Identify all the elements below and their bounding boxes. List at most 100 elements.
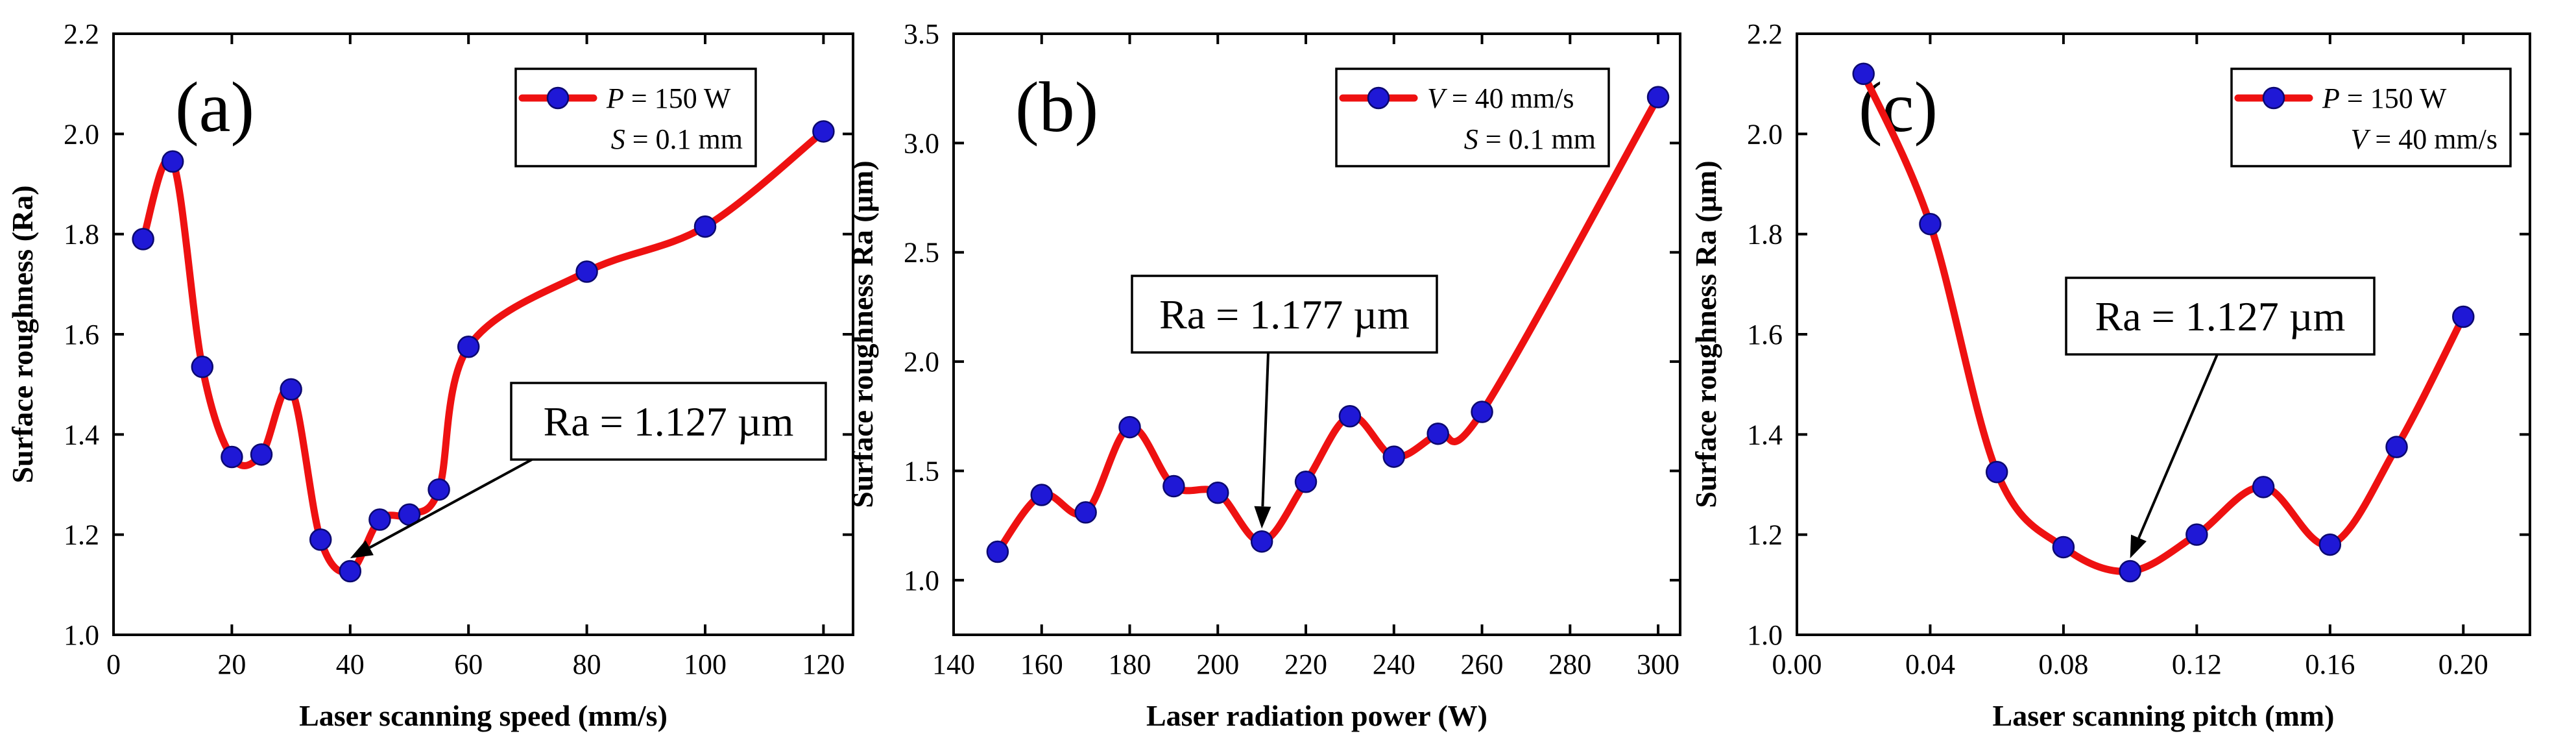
- legend-marker: [546, 86, 570, 110]
- data-point: [1030, 484, 1053, 506]
- data-point: [1118, 415, 1141, 439]
- data-point: [1207, 481, 1229, 504]
- panel-1: 140 160 180 200 220 240 260 280 300 1.0 1.5 2.0 2.5 3…: [846, 18, 1681, 732]
- data-point: [986, 540, 1009, 563]
- annotation-box: [510, 382, 827, 461]
- legend-symbol: P: [606, 82, 624, 114]
- annotation-arrow: [368, 458, 533, 549]
- annotation-text: Ra = 1.127 µm: [544, 399, 794, 445]
- panel-0: 0 20 40 60 80 100 120 1.0 1.2 1.4 1.6 1.8 2.0 2.2 Lase…: [6, 18, 854, 732]
- legend-value: = 40 mm/s: [2368, 123, 2498, 155]
- legend-symbol: S: [611, 123, 625, 155]
- y-tick-label: 1.8: [64, 219, 99, 251]
- x-tick-label: 260: [1461, 648, 1504, 680]
- x-tick-label: 0.00: [1772, 648, 1822, 680]
- annotation-arrowhead: [350, 540, 374, 558]
- legend-text-line1: P = 150 W: [606, 82, 731, 114]
- x-tick-label: 300: [1637, 648, 1679, 680]
- data-point: [161, 150, 184, 173]
- x-tick-label: 120: [802, 648, 845, 680]
- data-point: [250, 443, 273, 466]
- y-tick-label: 1.0: [904, 565, 939, 597]
- y-tick-label: 2.5: [904, 237, 939, 269]
- data-point: [1426, 422, 1449, 445]
- annotation-box: [1131, 275, 1438, 354]
- data-point: [1985, 460, 2008, 484]
- y-tick-label: 2.0: [904, 346, 939, 378]
- data-point: [1646, 86, 1670, 108]
- y-tick-label: 3.5: [904, 18, 939, 50]
- x-tick-label: 80: [573, 648, 601, 680]
- data-point: [427, 478, 450, 501]
- legend-symbol: V: [2350, 123, 2371, 155]
- y-tick-label: 2.2: [1747, 18, 1783, 50]
- data-point: [1471, 400, 1493, 423]
- x-tick-label: 200: [1196, 648, 1239, 680]
- plot-frame: [952, 32, 1681, 636]
- x-tick-label: 220: [1284, 648, 1327, 680]
- data-point: [1074, 501, 1097, 524]
- series-line: [1860, 70, 2467, 575]
- legend-value: = 40 mm/s: [1445, 82, 1574, 114]
- legend-marker: [2262, 86, 2285, 110]
- annotation-arrowhead: [1254, 506, 1271, 529]
- y-tick-label: 1.2: [1747, 519, 1783, 551]
- data-point: [309, 528, 332, 551]
- annotation-arrowhead: [2130, 534, 2147, 558]
- data-point: [339, 560, 362, 583]
- x-tick-label: 0.04: [1905, 648, 1955, 680]
- x-tick-label: 160: [1020, 648, 1063, 680]
- y-tick-label: 1.6: [64, 319, 99, 351]
- data-point: [2185, 523, 2208, 546]
- legend-text-line2: V = 40 mm/s: [2350, 123, 2498, 155]
- data-point: [132, 228, 154, 251]
- data-point: [1338, 405, 1362, 428]
- panel-label: (b): [1015, 68, 1098, 147]
- data-point: [2318, 533, 2342, 556]
- data-point: [1162, 474, 1185, 498]
- y-tick-label: 1.2: [64, 519, 99, 551]
- series-line: [139, 127, 827, 576]
- data-point: [457, 336, 480, 358]
- legend-text-line1: P = 150 W: [2322, 82, 2447, 114]
- y-tick-label: 1.6: [1747, 319, 1783, 351]
- data-point: [221, 445, 243, 469]
- y-tick-label: 1.5: [904, 455, 939, 487]
- data-point: [2052, 536, 2075, 559]
- panel-2: 0.00 0.04 0.08 0.12 0.16 0.20 1.0 1.2 1.4 1.6 1.8 2…: [1689, 18, 2531, 732]
- x-tick-label: 40: [336, 648, 365, 680]
- x-tick-label: 240: [1373, 648, 1415, 680]
- y-tick-label: 2.0: [64, 118, 99, 150]
- y-tick-label: 3.0: [904, 127, 939, 159]
- data-point: [1250, 530, 1273, 553]
- x-axis-title: Laser scanning speed (mm/s): [299, 699, 668, 732]
- data-point: [1294, 471, 1318, 493]
- legend-text-line2: S = 0.1 mm: [611, 123, 743, 155]
- annotation-arrow: [2137, 354, 2219, 539]
- legend-value: = 0.1 mm: [625, 123, 743, 155]
- data-point: [191, 355, 214, 378]
- x-tick-label: 20: [217, 648, 246, 680]
- y-tick-label: 2.2: [64, 18, 99, 50]
- data-point: [1382, 445, 1406, 468]
- data-point: [575, 260, 598, 283]
- legend-box: [2230, 68, 2512, 167]
- x-tick-label: 0.12: [2172, 648, 2222, 680]
- legend-value: = 150 W: [2340, 82, 2447, 114]
- legend-marker: [1367, 86, 1390, 110]
- legend-text-line2: S = 0.1 mm: [1464, 123, 1596, 155]
- annotation-arrow: [1261, 352, 1270, 507]
- legend-box: [514, 68, 757, 167]
- data-point: [812, 120, 835, 143]
- data-point: [1919, 212, 1942, 236]
- x-tick-label: 0.08: [2038, 648, 2088, 680]
- data-point: [368, 508, 391, 531]
- data-point: [280, 378, 302, 401]
- x-tick-label: 280: [1548, 648, 1591, 680]
- panel-label: (a): [175, 68, 254, 147]
- legend-symbol: V: [1427, 82, 1448, 114]
- y-tick-label: 1.0: [1747, 619, 1783, 651]
- x-tick-label: 0.16: [2305, 648, 2355, 680]
- x-tick-label: 100: [684, 648, 727, 680]
